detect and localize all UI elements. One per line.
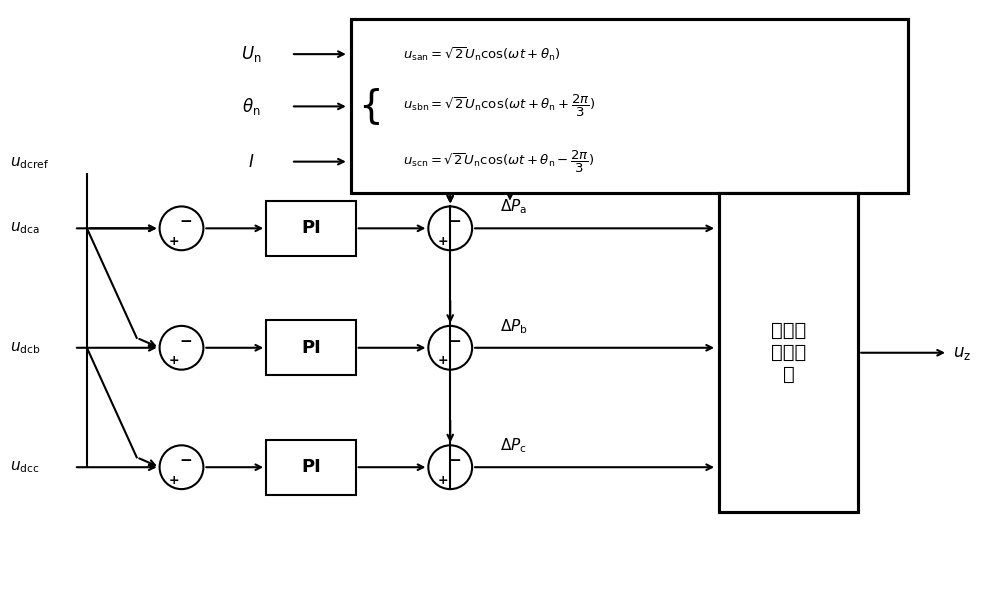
Text: 零序电
压计算
式: 零序电 压计算 式 bbox=[771, 321, 806, 385]
FancyBboxPatch shape bbox=[266, 201, 356, 256]
FancyBboxPatch shape bbox=[266, 321, 356, 375]
Text: $\Delta P_{\rm a}$: $\Delta P_{\rm a}$ bbox=[500, 198, 527, 216]
Text: +: + bbox=[169, 355, 179, 367]
Text: $I$: $I$ bbox=[248, 152, 254, 170]
Text: $u_{\rm dca}$: $u_{\rm dca}$ bbox=[10, 221, 40, 236]
Text: +: + bbox=[437, 235, 448, 248]
Text: −: − bbox=[179, 453, 192, 468]
Text: +: + bbox=[169, 474, 179, 487]
Text: $\Delta P_{\rm b}$: $\Delta P_{\rm b}$ bbox=[500, 317, 528, 336]
Text: PI: PI bbox=[301, 458, 321, 476]
Text: PI: PI bbox=[301, 219, 321, 237]
FancyBboxPatch shape bbox=[266, 440, 356, 495]
Text: +: + bbox=[437, 474, 448, 487]
Text: $u_{\rm san}=\sqrt{2}U_{\rm n}\cos(\omega t+\theta_{\rm n})$: $u_{\rm san}=\sqrt{2}U_{\rm n}\cos(\omeg… bbox=[403, 45, 561, 63]
FancyBboxPatch shape bbox=[719, 194, 858, 512]
Text: $U_{\rm n}$: $U_{\rm n}$ bbox=[241, 44, 261, 64]
Text: +: + bbox=[437, 355, 448, 367]
Text: −: − bbox=[448, 214, 461, 229]
Text: $u_{\rm sbn}=\sqrt{2}U_{\rm n}\cos(\omega t+\theta_{\rm n}+\dfrac{2\pi}{3})$: $u_{\rm sbn}=\sqrt{2}U_{\rm n}\cos(\omeg… bbox=[403, 93, 596, 120]
Text: $\Delta P_{\rm c}$: $\Delta P_{\rm c}$ bbox=[500, 437, 527, 455]
Text: $\{$: $\{$ bbox=[358, 86, 380, 127]
Text: $u_{\rm dcc}$: $u_{\rm dcc}$ bbox=[10, 459, 40, 475]
Text: −: − bbox=[448, 453, 461, 468]
Text: $u_{\rm dcb}$: $u_{\rm dcb}$ bbox=[10, 340, 41, 356]
Text: $u_{\rm z}$: $u_{\rm z}$ bbox=[953, 344, 971, 362]
Text: −: − bbox=[448, 334, 461, 349]
Text: +: + bbox=[169, 235, 179, 248]
Text: $u_{\rm scn}=\sqrt{2}U_{\rm n}\cos(\omega t+\theta_{\rm n}-\dfrac{2\pi}{3})$: $u_{\rm scn}=\sqrt{2}U_{\rm n}\cos(\omeg… bbox=[403, 148, 595, 175]
Text: $\theta_{\rm n}$: $\theta_{\rm n}$ bbox=[242, 96, 260, 117]
Text: −: − bbox=[179, 214, 192, 229]
Text: $u_{\rm dcref}$: $u_{\rm dcref}$ bbox=[10, 156, 50, 172]
Text: −: − bbox=[179, 334, 192, 349]
FancyBboxPatch shape bbox=[351, 19, 908, 194]
Text: PI: PI bbox=[301, 339, 321, 357]
